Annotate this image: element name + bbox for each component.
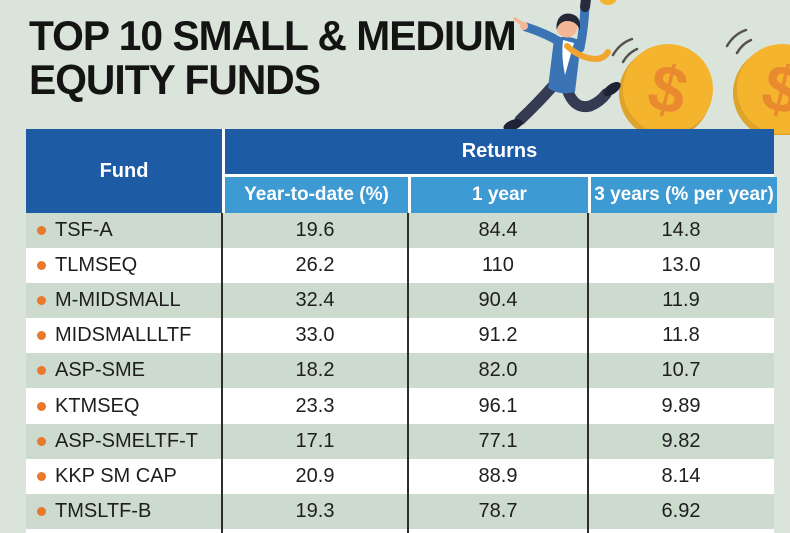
column-divider — [587, 213, 589, 533]
bullet-icon — [37, 401, 46, 411]
one-year-value: 110 — [482, 254, 514, 277]
three-years-value: 11.8 — [662, 324, 700, 347]
three-years-value: 6.92 — [661, 499, 701, 522]
ytd-value: 23.3 — [295, 394, 335, 417]
bullet-icon — [37, 471, 46, 481]
coin-icon: $ — [733, 44, 790, 135]
bullet-icon — [37, 331, 46, 341]
table-row: M-MIDSMALL 32.4 90.4 11.9 — [26, 283, 774, 319]
fund-name: MIDSMALLLTF — [55, 324, 192, 347]
fund-cell: M-MIDSMALL — [26, 289, 222, 312]
column-divider — [221, 213, 223, 533]
fund-name: KTMSEQ — [55, 394, 140, 417]
table-body: TSF-A 19.6 84.4 14.8 TLMSEQ 26.2 110 13.… — [26, 213, 774, 533]
three-years-value: 10.7 — [661, 359, 701, 382]
fund-cell: TMSLTF-B — [26, 500, 222, 523]
one-year-value: 77.1 — [478, 429, 518, 452]
bullet-icon — [37, 261, 46, 271]
page-title: TOP 10 SMALL & MEDIUM EQUITY FUNDS — [29, 12, 517, 104]
ytd-value: 32.4 — [295, 289, 335, 312]
ytd-value: 33.0 — [295, 324, 335, 347]
table-row: MIDSMALLLTF 33.0 91.2 11.8 — [26, 318, 774, 354]
ytd-value: 26.2 — [295, 254, 335, 277]
fund-cell: ASP-SMELTF-T — [26, 430, 222, 453]
table-row: ASP-SMELTF-T 17.1 77.1 9.82 — [26, 423, 774, 459]
bullet-icon — [37, 296, 46, 306]
table-row: TLMSEQ 26.2 110 13.0 — [26, 248, 774, 284]
ytd-value: 19.3 — [295, 499, 335, 522]
one-year-value: 78.7 — [478, 499, 518, 522]
sub-header-row: Year-to-date (%) 1 year 3 years (% per y… — [225, 177, 777, 213]
one-year-value: 90.4 — [478, 289, 518, 312]
fund-name: TMSLTF-B — [55, 499, 152, 522]
fund-name: ASP-SME — [55, 359, 146, 382]
bullet-icon — [37, 366, 46, 376]
fund-cell: TLMSEQ — [26, 254, 222, 277]
fund-cell: KKP SM CAP — [26, 465, 222, 488]
title-line-1: TOP 10 SMALL & MEDIUM — [29, 12, 517, 59]
three-years-value: 9.89 — [661, 394, 701, 417]
three-years-value: 11.9 — [662, 289, 700, 312]
three-years-value: 9.82 — [661, 429, 701, 452]
column-group-header-returns: Returns — [225, 129, 774, 174]
title-line-2: EQUITY FUNDS — [29, 56, 321, 104]
table-row-partial — [26, 528, 774, 533]
column-divider — [407, 213, 409, 533]
three-years-value: 14.8 — [661, 219, 701, 242]
ytd-value: 19.6 — [295, 219, 335, 242]
bullet-icon — [37, 226, 46, 236]
bullet-icon — [37, 506, 46, 516]
fund-cell: MIDSMALLLTF — [26, 324, 222, 347]
table-row: ASP-SME 18.2 82.0 10.7 — [26, 353, 774, 389]
three-years-value: 8.14 — [661, 464, 701, 487]
fund-cell: ASP-SME — [26, 359, 222, 382]
column-header-fund: Fund — [26, 129, 222, 213]
table-row: TMSLTF-B 19.3 78.7 6.92 — [26, 493, 774, 529]
one-year-value: 91.2 — [478, 324, 518, 347]
three-years-value: 13.0 — [661, 254, 701, 277]
fund-name: TSF-A — [55, 219, 113, 242]
coin-icon: $ — [619, 44, 713, 135]
tossed-coin-icon — [599, 0, 617, 5]
fund-cell: TSF-A — [26, 219, 222, 242]
runner-and-coins-illustration: $ $ — [503, 0, 790, 135]
table-row: KKP SM CAP 20.9 88.9 8.14 — [26, 458, 774, 494]
column-header-1-year: 1 year — [411, 177, 588, 213]
one-year-value: 88.9 — [478, 464, 518, 487]
one-year-value: 96.1 — [478, 394, 518, 417]
one-year-value: 82.0 — [478, 359, 518, 382]
ytd-value: 17.1 — [295, 429, 335, 452]
ytd-value: 18.2 — [295, 359, 335, 382]
fund-cell: KTMSEQ — [26, 395, 222, 418]
fund-name: M-MIDSMALL — [55, 289, 181, 312]
table-row: TSF-A 19.6 84.4 14.8 — [26, 213, 774, 249]
column-header-ytd: Year-to-date (%) — [225, 177, 408, 213]
fund-name: KKP SM CAP — [55, 464, 177, 487]
table-row: KTMSEQ 23.3 96.1 9.89 — [26, 388, 774, 424]
ytd-value: 20.9 — [295, 464, 335, 487]
businessman-illustration — [503, 0, 621, 131]
column-header-3-years: 3 years (% per year) — [591, 177, 777, 213]
bullet-icon — [37, 436, 46, 446]
fund-name: TLMSEQ — [55, 254, 138, 277]
fund-name: ASP-SMELTF-T — [55, 429, 198, 452]
table-header: Fund Returns Year-to-date (%) 1 year 3 y… — [26, 129, 777, 213]
motion-lines-icon — [611, 28, 753, 64]
one-year-value: 84.4 — [478, 219, 518, 242]
